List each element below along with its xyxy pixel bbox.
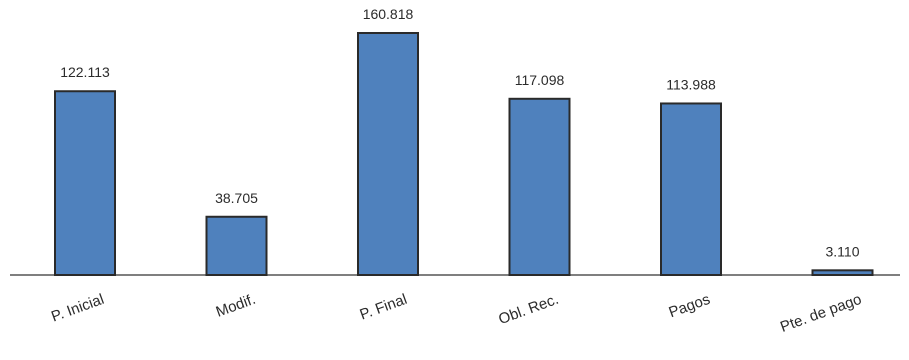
category-label-2: P. Final: [358, 291, 410, 324]
value-label-5: 3.110: [826, 243, 860, 259]
value-label-3: 117.098: [515, 72, 565, 88]
bars-group: [54, 32, 874, 277]
value-label-0: 122.113: [60, 64, 110, 80]
bar-4: [660, 102, 722, 277]
bar-2: [357, 32, 419, 276]
bar-0: [54, 90, 116, 276]
bar-3: [508, 97, 571, 276]
category-label-3: Obl. Rec.: [496, 291, 561, 328]
value-labels-group: 122.113 38.705 160.818 117.098 113.988 3.110: [60, 6, 859, 259]
category-label-4: Pagos: [667, 291, 713, 322]
value-label-4: 113.988: [666, 76, 716, 92]
value-label-2: 160.818: [363, 6, 414, 22]
category-label-5: Pte. de pago: [778, 291, 864, 336]
category-label-1: Modif.: [214, 291, 258, 321]
bar-5: [811, 269, 874, 276]
bar-1: [205, 215, 268, 276]
category-labels-group: P. Inicial Modif. P. Final Obl. Rec. Pagos Pt…: [49, 291, 864, 336]
category-label-0: P. Inicial: [49, 291, 106, 326]
value-label-1: 38.705: [215, 190, 258, 206]
